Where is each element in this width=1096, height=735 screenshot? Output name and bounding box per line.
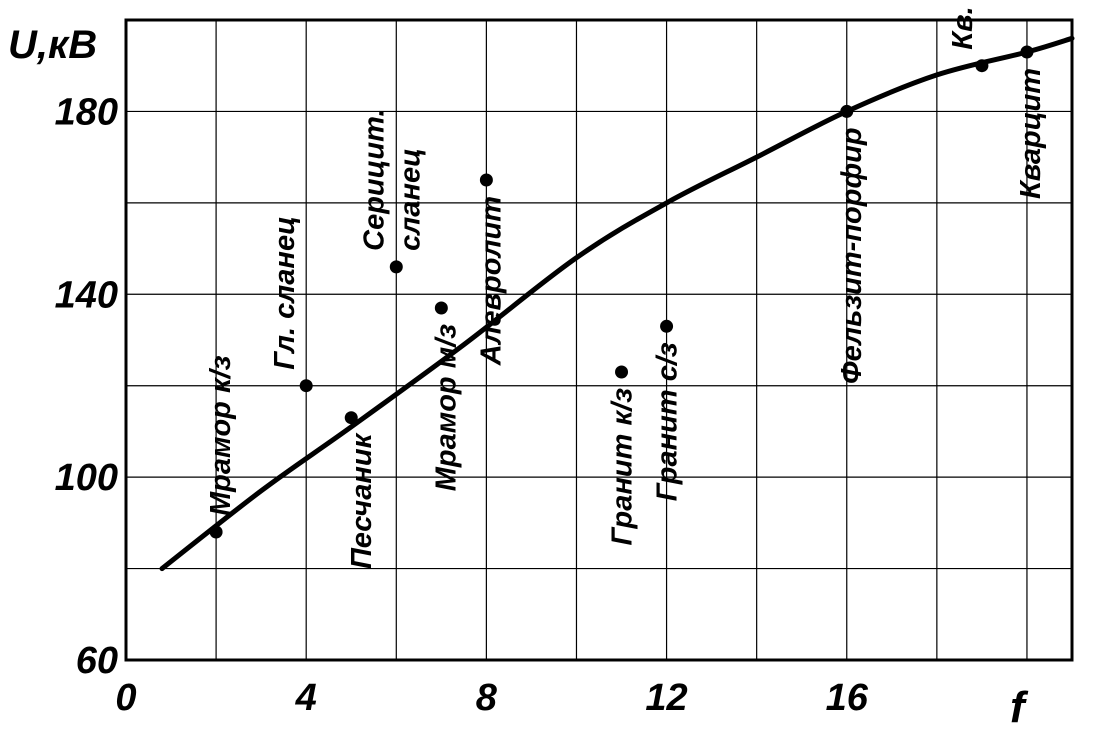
point-label-line: сланец <box>394 148 426 251</box>
data-point <box>434 301 448 315</box>
trend-curve <box>159 35 1075 572</box>
point-label: Серицит. сланец <box>358 108 426 250</box>
data-point <box>975 59 989 73</box>
y-tick-label: 180 <box>55 91 118 133</box>
point-label: Гранит с/з <box>652 342 684 501</box>
plot-border <box>124 18 1074 662</box>
grid <box>126 20 1072 660</box>
data-point <box>615 365 629 379</box>
y-tick-label: 100 <box>55 457 118 499</box>
data-point <box>1020 45 1034 59</box>
point-label: Фельзит-порфир <box>836 127 868 384</box>
point-label-line: Серицит. <box>358 108 390 250</box>
x-tick-label: 16 <box>826 677 869 719</box>
data-point <box>389 260 403 274</box>
data-point <box>344 411 358 425</box>
trend-curve-group <box>159 35 1075 572</box>
y-tick-label: 140 <box>55 274 118 316</box>
point-label: Песчаник <box>346 432 378 569</box>
data-points <box>209 45 1034 539</box>
point-label: Гранит к/з <box>607 388 639 546</box>
point-label: Кв. порфир <box>947 0 979 50</box>
data-point <box>479 173 493 187</box>
data-point <box>660 319 674 333</box>
point-label: Кварцит <box>1015 68 1047 199</box>
point-labels: Мрамор к/з Гл. сланец Песчаник Серицит. слан… <box>205 0 1047 569</box>
point-label: Мрамор к/з <box>205 355 237 516</box>
data-point <box>209 525 223 539</box>
point-label: Мрамор м/з <box>430 324 462 491</box>
point-label: Гл. сланец <box>269 216 301 370</box>
data-point <box>840 104 854 118</box>
y-axis-title: U,кВ <box>8 23 97 67</box>
tick-labels: 0 4 8 12 16 60 100 140 180 <box>55 91 869 719</box>
x-tick-label: 8 <box>476 677 498 719</box>
x-axis-title: f <box>1010 683 1029 732</box>
x-tick-label: 12 <box>645 677 687 719</box>
point-label: Алевролит <box>475 196 507 366</box>
x-tick-label: 0 <box>115 677 136 719</box>
x-tick-label: 4 <box>295 677 317 719</box>
y-tick-label: 60 <box>76 640 118 682</box>
data-point <box>299 379 313 393</box>
plot-frame <box>124 18 1074 662</box>
